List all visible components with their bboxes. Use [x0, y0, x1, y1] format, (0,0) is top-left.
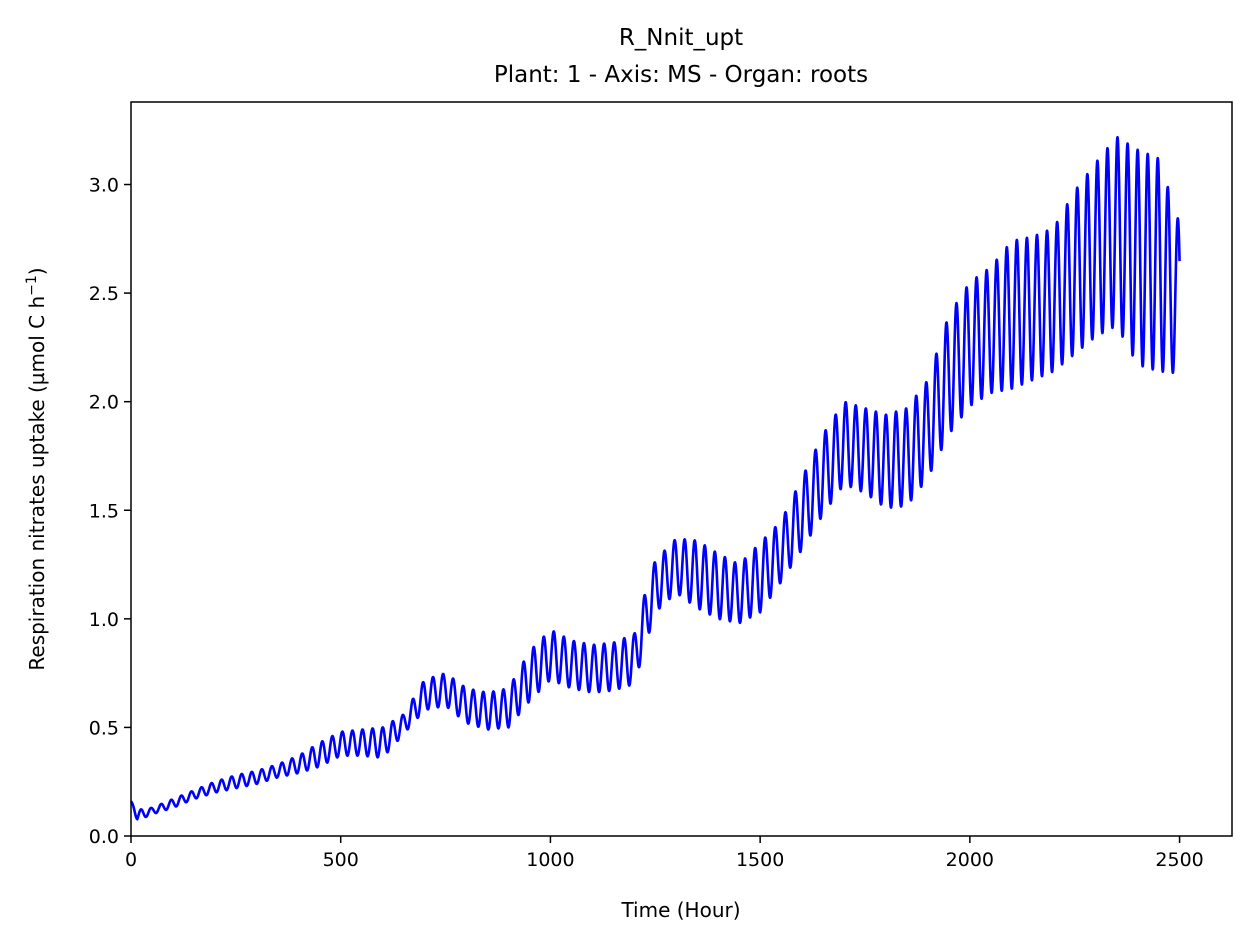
plot-frame — [130, 101, 1233, 837]
y-tick-label: 2.0 — [89, 392, 119, 414]
y-axis-ticks: 0.0 0.5 1.0 1.5 2.0 2.5 3.0 — [89, 175, 131, 848]
y-tick-label: 0.5 — [89, 717, 119, 739]
series-line — [129, 135, 1181, 821]
y-tick-label: 0.0 — [89, 826, 119, 848]
plot-area — [129, 101, 1233, 837]
x-tick-label: 500 — [323, 849, 359, 871]
x-axis-ticks: 0 500 1000 1500 2000 2500 — [125, 836, 1204, 871]
x-axis-label: Time (Hour) — [620, 898, 740, 922]
y-axis-label-main: Respiration nitrates uptake (µmol C h — [25, 296, 49, 671]
y-axis-label-close: ) — [25, 267, 49, 275]
line-layer — [129, 135, 1181, 821]
y-axis-label-superscript: −1 — [24, 275, 40, 296]
x-tick-label: 1000 — [526, 849, 574, 871]
x-tick-label: 2000 — [946, 849, 994, 871]
y-axis-label: Respiration nitrates uptake (µmol C h−1) — [24, 267, 49, 670]
x-tick-label: 1500 — [736, 849, 784, 871]
y-tick-label: 1.0 — [89, 609, 119, 631]
x-tick-label: 0 — [125, 849, 137, 871]
y-tick-label: 1.5 — [89, 500, 119, 522]
y-tick-label: 2.5 — [89, 283, 119, 305]
chart-title: R_Nnit_upt — [619, 25, 743, 51]
y-tick-label: 3.0 — [89, 175, 119, 197]
chart-subtitle: Plant: 1 - Axis: MS - Organ: roots — [494, 62, 868, 88]
x-tick-label: 2500 — [1155, 849, 1203, 871]
